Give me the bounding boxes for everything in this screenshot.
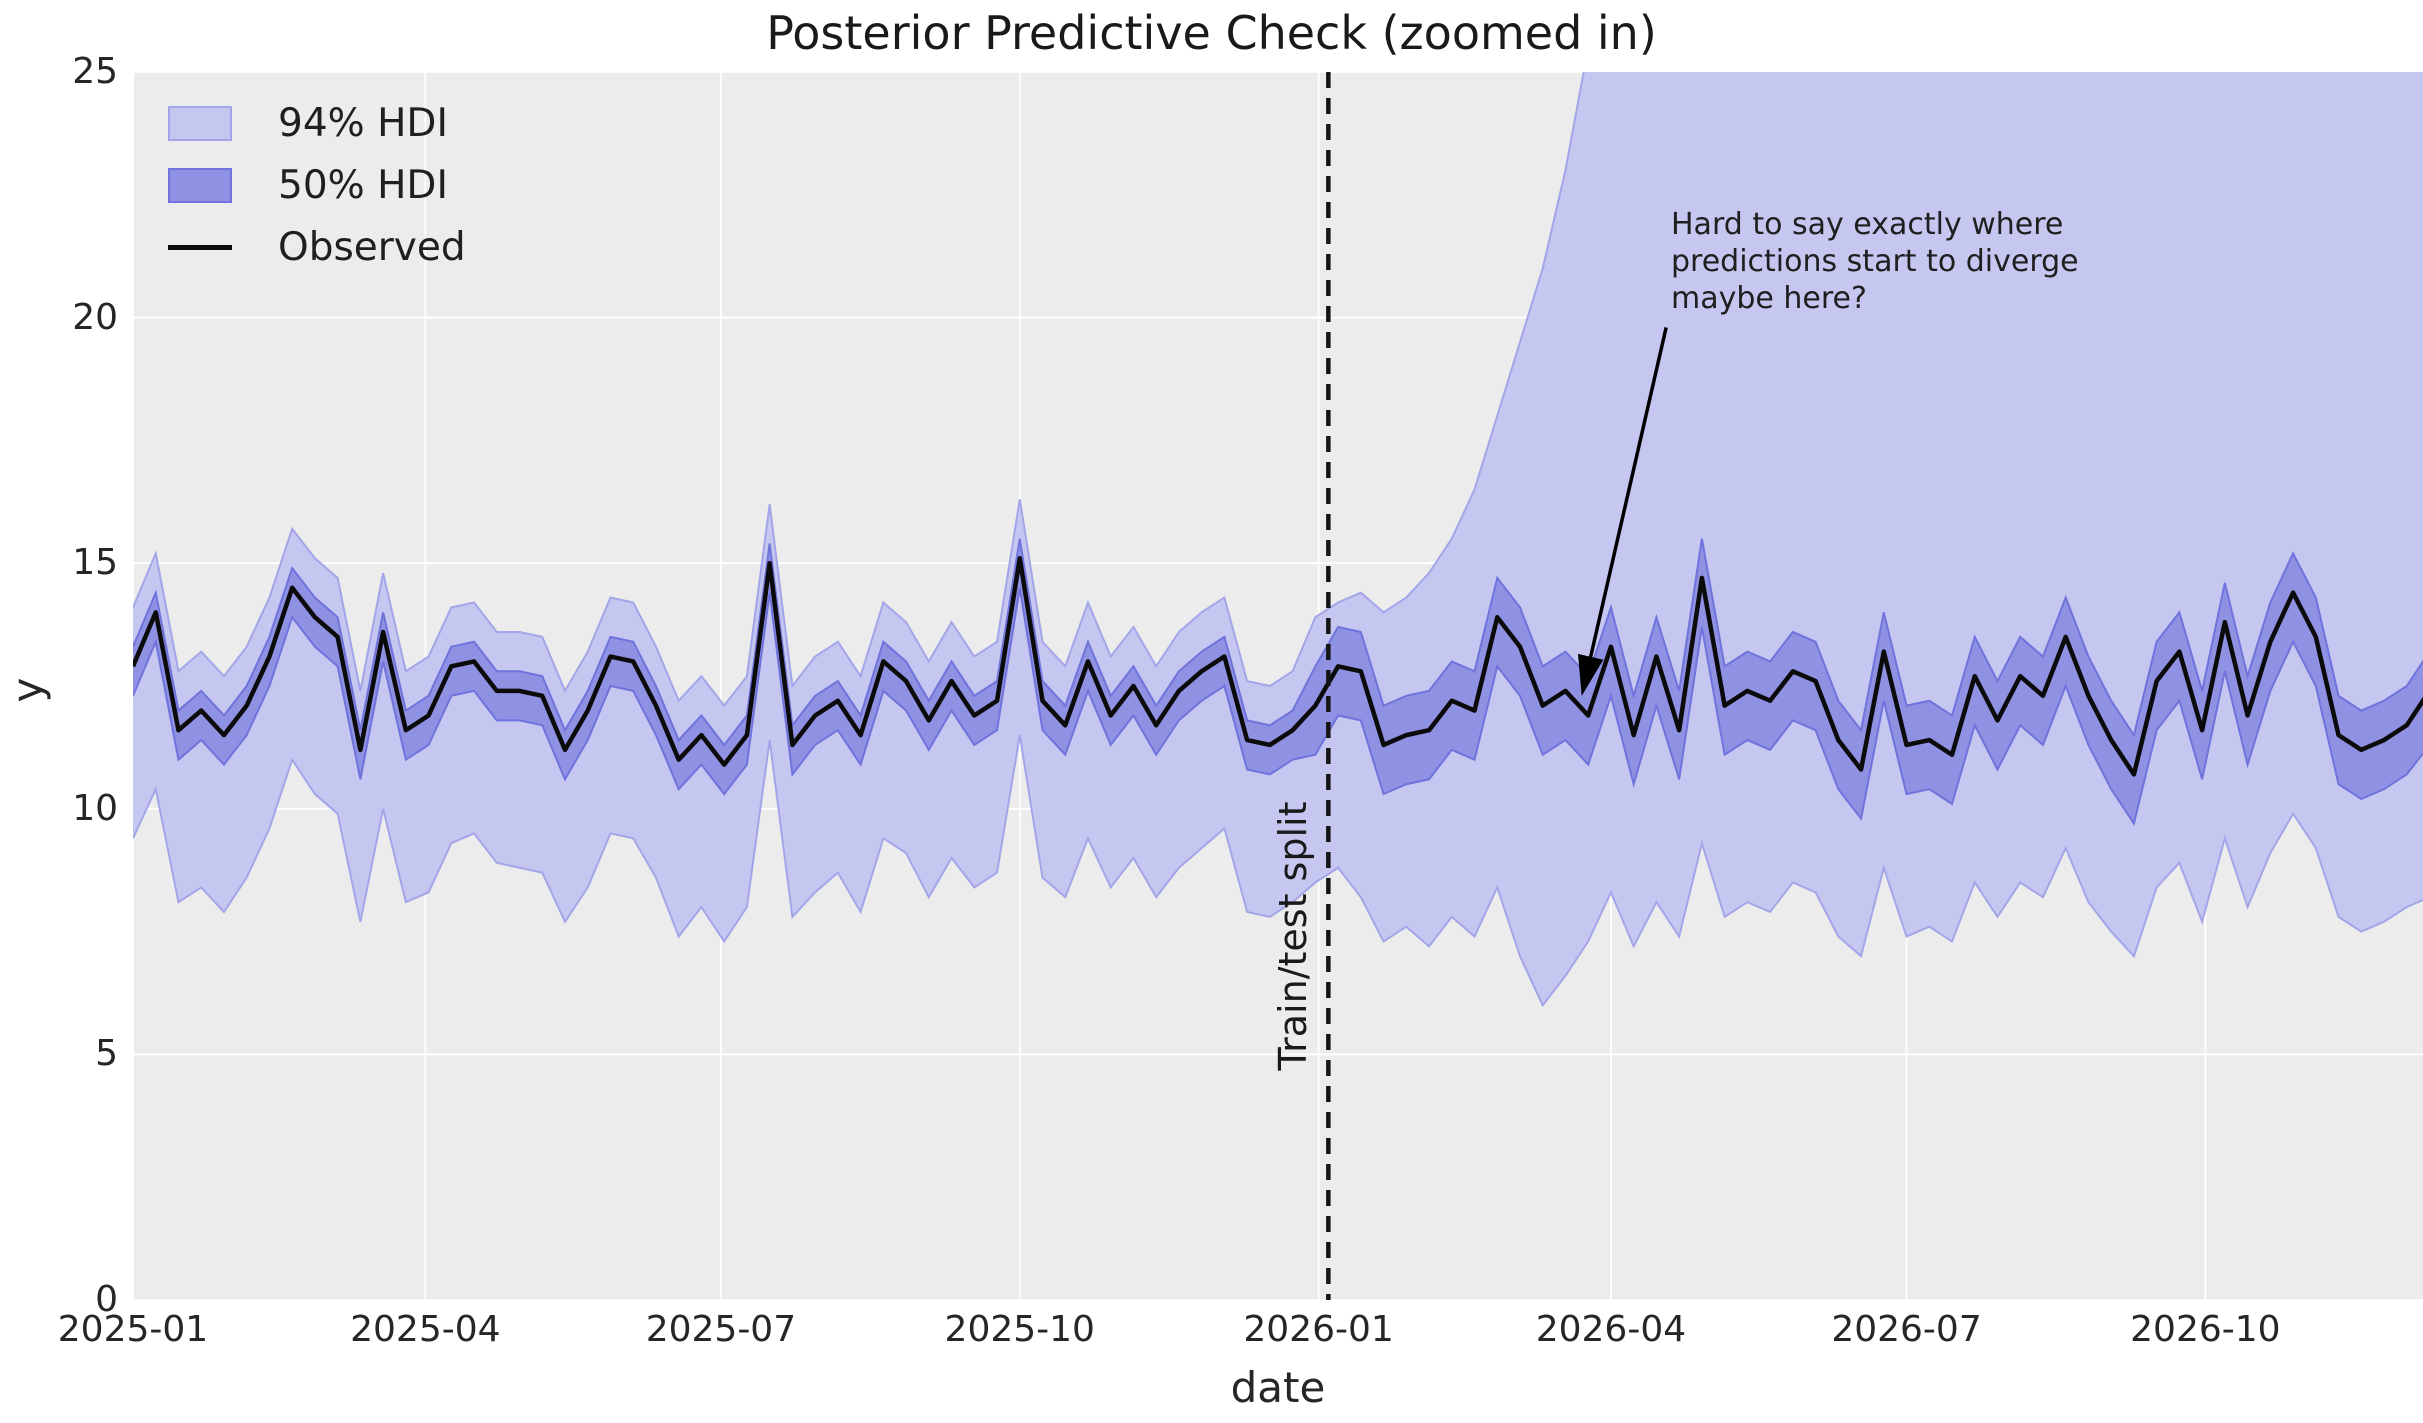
page-title: Posterior Predictive Check (zoomed in): [766, 6, 1657, 60]
x-tick-label-2026-04: 2026-04: [1535, 1309, 1687, 1350]
x-tick-label-2026-07: 2026-07: [1831, 1309, 1982, 1350]
observed-line: [133, 556, 2423, 777]
train-test-split-label: Train/test split: [1271, 801, 1315, 1071]
legend-label: Observed: [278, 224, 466, 270]
legend: 94% HDI 50% HDI Observed: [168, 92, 466, 278]
legend-item-observed: Observed: [168, 216, 466, 278]
legend-patch-icon: [168, 167, 232, 203]
hdi94-upper-edge: [133, 72, 1585, 708]
y-tick-label-5: 5: [95, 1033, 118, 1075]
y-tick-label-20: 20: [72, 296, 118, 338]
y-tick-label-0: 0: [95, 1279, 118, 1320]
y-tick-label-15: 15: [72, 542, 118, 584]
x-tick-label-2025-07: 2025-07: [645, 1309, 797, 1350]
x-tick-label-2025-10: 2025-10: [944, 1309, 1095, 1350]
x-tick-label-2026-10: 2026-10: [2130, 1309, 2281, 1350]
hdi50-lower-edge: [133, 587, 2423, 826]
x-tick-label-2025-04: 2025-04: [350, 1309, 501, 1350]
legend-item-94-hdi: 94% HDI: [168, 92, 466, 154]
plot-area: [133, 72, 2423, 1008]
annotation-line-3: maybe here?: [1671, 281, 1867, 316]
legend-line-icon: [168, 244, 232, 250]
annotation-arrow-head: [1577, 653, 1604, 696]
legend-patch-icon: [168, 105, 232, 141]
annotation-line-1: Hard to say exactly where: [1671, 207, 2064, 242]
x-axis-label: date: [1230, 1363, 1326, 1412]
hdi94-lower-edge: [133, 734, 2423, 1008]
annotation-text: Hard to say exactly where predictions st…: [1671, 206, 2079, 317]
legend-item-50-hdi: 50% HDI: [168, 154, 466, 216]
legend-label: 50% HDI: [278, 162, 448, 208]
legend-label: 94% HDI: [278, 100, 448, 146]
annotation-line-2: predictions start to diverge: [1671, 244, 2079, 279]
annotation-arrow-line: [1588, 327, 1668, 658]
hdi50-upper-edge: [133, 538, 2423, 747]
x-tick-label-2025-01: 2025-01: [57, 1309, 209, 1350]
y-tick-label-25: 25: [72, 51, 118, 92]
x-tick-label-2026-01: 2026-01: [1243, 1309, 1394, 1350]
y-tick-label-10: 10: [72, 787, 118, 829]
